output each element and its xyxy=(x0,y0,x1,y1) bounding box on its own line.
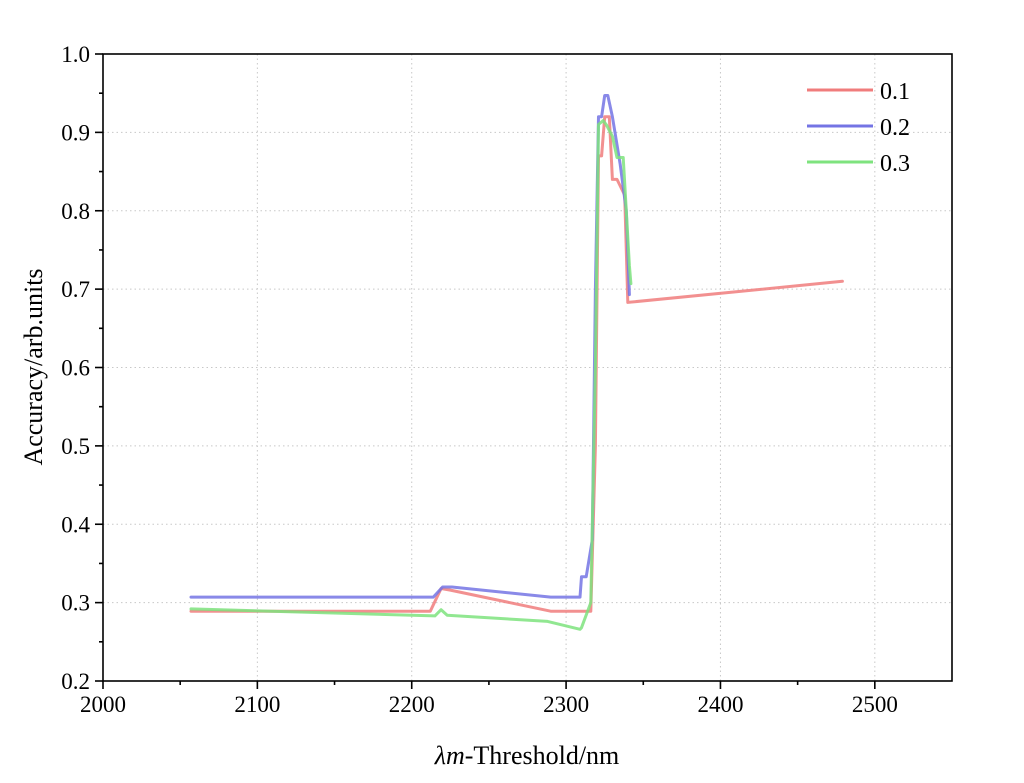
series-line-0.2 xyxy=(189,94,631,599)
x-tick-label: 2400 xyxy=(697,692,743,717)
legend-label: 0.1 xyxy=(880,79,910,105)
grid-layer xyxy=(103,54,952,681)
y-tick-label: 0.2 xyxy=(61,669,90,694)
y-axis-title: Accuracy/arb.units xyxy=(19,268,48,465)
x-axis-title-rest: -Threshold/nm xyxy=(465,741,620,770)
legend-label: 0.3 xyxy=(880,151,910,177)
legend-label: 0.2 xyxy=(880,115,910,141)
tick-label-layer: 2000 2100 2200 2300 2400 2500 0.2 0.3 0.4 0.5 0.6 0… xyxy=(61,42,898,717)
y-tick-label: 0.3 xyxy=(61,591,90,616)
x-tick-label: 2300 xyxy=(543,692,589,717)
y-tick-label: 0.6 xyxy=(61,356,90,381)
y-tick-label: 0.7 xyxy=(61,277,90,302)
series-line-0.3 xyxy=(189,119,633,631)
legend: 0.1 0.2 0.3 xyxy=(807,79,910,177)
series-line-0.1 xyxy=(189,115,844,613)
y-tick-label: 0.9 xyxy=(61,120,90,145)
x-tick-label: 2200 xyxy=(389,692,435,717)
x-tick-label: 2500 xyxy=(852,692,898,717)
series-layer xyxy=(189,94,844,631)
y-tick-label: 0.5 xyxy=(61,434,90,459)
x-tick-label: 2100 xyxy=(234,692,280,717)
x-axis-title-italic: λm xyxy=(434,741,465,770)
tick-layer xyxy=(95,53,876,689)
x-axis-title: λm-Threshold/nm xyxy=(434,741,620,770)
x-tick-label: 2000 xyxy=(80,692,126,717)
y-tick-label: 1.0 xyxy=(61,42,90,67)
y-tick-label: 0.4 xyxy=(61,512,90,537)
y-tick-label: 0.8 xyxy=(61,199,90,224)
